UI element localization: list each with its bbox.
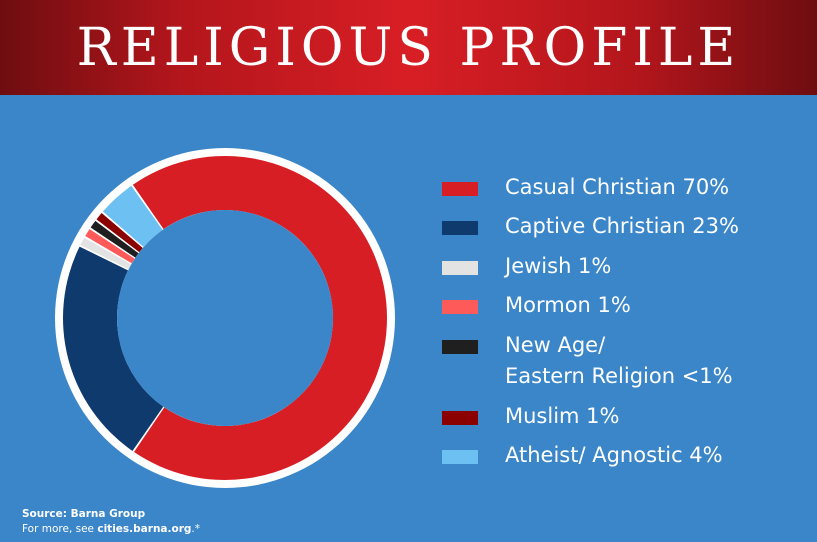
legend-swatch xyxy=(442,450,478,464)
legend-label: Captive Christian 23% xyxy=(505,214,739,238)
legend-swatch xyxy=(442,182,478,196)
legend-item-muslim: Muslim 1% xyxy=(442,401,620,432)
legend-item-casual-christian: Casual Christian 70% xyxy=(442,172,729,203)
slice-new-age-eastern-religion xyxy=(90,220,139,258)
source-note: Source: Barna Group For more, see cities… xyxy=(22,507,200,537)
page-title: RELIGIOUS PROFILE xyxy=(76,17,741,78)
more-info-prefix: For more, see xyxy=(22,523,98,535)
legend-swatch xyxy=(442,221,478,235)
more-info-text: For more, see cities.barna.org.* xyxy=(22,522,200,537)
legend-swatch xyxy=(442,261,478,275)
donut-hole xyxy=(117,210,333,426)
legend-label: Muslim 1% xyxy=(505,404,620,428)
source-text: Source: Barna Group xyxy=(22,508,146,520)
slice-jewish xyxy=(80,237,132,270)
legend-item-jewish: Jewish 1% xyxy=(442,251,611,282)
slice-mormon xyxy=(85,229,135,264)
legend-swatch xyxy=(442,300,478,314)
website-link[interactable]: cities.barna.org xyxy=(97,523,192,535)
slice-atheist-agnostic xyxy=(102,185,163,248)
legend-item-new-age-eastern-religion: New Age/ Eastern Religion <1% xyxy=(442,330,733,392)
legend-item-atheist-agnostic: Atheist/ Agnostic 4% xyxy=(442,440,723,471)
legend-item-captive-christian: Captive Christian 23% xyxy=(442,211,739,242)
header-banner: RELIGIOUS PROFILE xyxy=(0,0,817,95)
donut-chart xyxy=(55,148,395,488)
more-info-suffix: .* xyxy=(191,523,200,535)
slice-muslim xyxy=(96,213,143,253)
legend-item-mormon: Mormon 1% xyxy=(442,290,631,321)
legend-label: Atheist/ Agnostic 4% xyxy=(505,443,723,467)
legend-swatch xyxy=(442,411,478,425)
donut-slices xyxy=(62,156,387,480)
legend-label: Jewish 1% xyxy=(505,254,612,278)
slice-captive-christian xyxy=(62,246,164,451)
legend-label: New Age/ Eastern Religion <1% xyxy=(505,333,733,388)
legend-label: Casual Christian 70% xyxy=(505,175,730,199)
slice-casual-christian xyxy=(132,156,387,480)
legend-swatch xyxy=(442,340,478,354)
legend-label: Mormon 1% xyxy=(505,293,631,317)
